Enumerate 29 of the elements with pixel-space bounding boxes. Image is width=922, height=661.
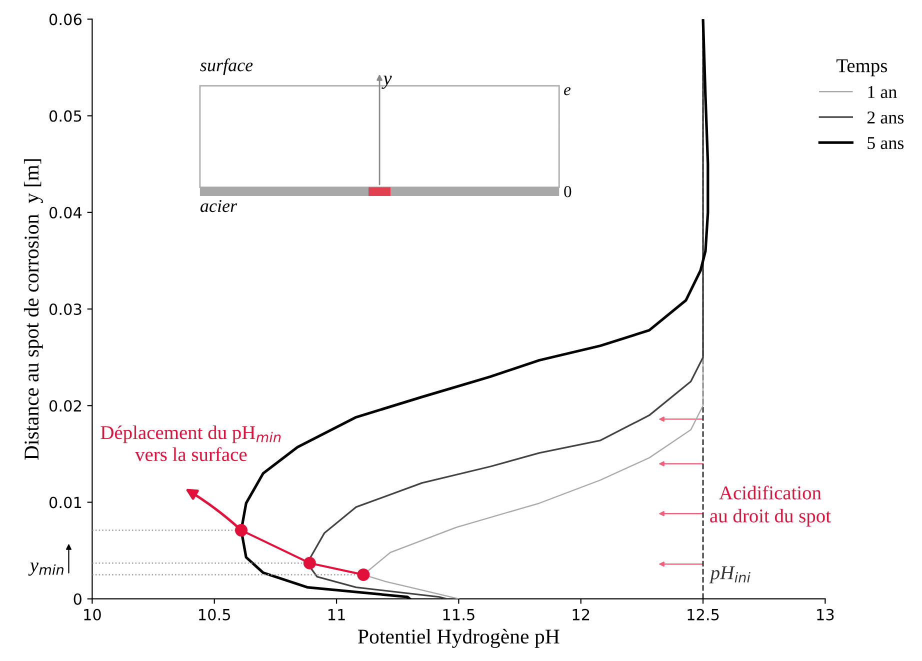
annotation: Acidification au droit du spot <box>710 486 831 526</box>
text: y$_{min}$ <box>28 562 64 576</box>
y-tick-label: 0.03 <box>49 303 82 316</box>
annotation: surface <box>200 58 253 75</box>
y-tick-label: 0.06 <box>49 14 82 26</box>
y-tick-label: 0.02 <box>49 400 81 412</box>
x-tick-label: 11 <box>328 609 345 620</box>
x-tick-label: 11.5 <box>443 609 474 620</box>
x-tick-label: 12 <box>572 608 590 620</box>
legend-label: 2 ans <box>867 111 904 124</box>
legend-label: 1 an <box>868 86 897 98</box>
annotation: Déplacement du pH$_{min}$ vers la surface <box>100 425 281 462</box>
legend-title: Temps <box>836 59 888 76</box>
legend-label: 5 ans <box>868 137 904 150</box>
x-tick-label: 10 <box>84 608 101 620</box>
y-axis-title: Distance au spot de corrosion y [m] <box>24 159 43 460</box>
x-tick-label: 10.5 <box>199 608 230 620</box>
ref-line-label: pH$_{ini}$ <box>709 566 750 584</box>
y-tick-label: 0.05 <box>49 110 82 122</box>
x-tick-label: 13 <box>817 608 834 620</box>
y-tick-label: 0.01 <box>49 496 82 508</box>
annotation: 0 <box>564 186 572 198</box>
y-tick-label: 0 <box>74 593 82 605</box>
annotation: acier <box>200 200 238 212</box>
annotation: y <box>382 76 392 89</box>
y-tick-label: 0.04 <box>49 206 82 218</box>
annotation: e <box>564 87 571 96</box>
x-tick-label: 12.5 <box>688 608 719 620</box>
x-axis-title: Potentiel Hydrogène pH <box>358 628 560 648</box>
